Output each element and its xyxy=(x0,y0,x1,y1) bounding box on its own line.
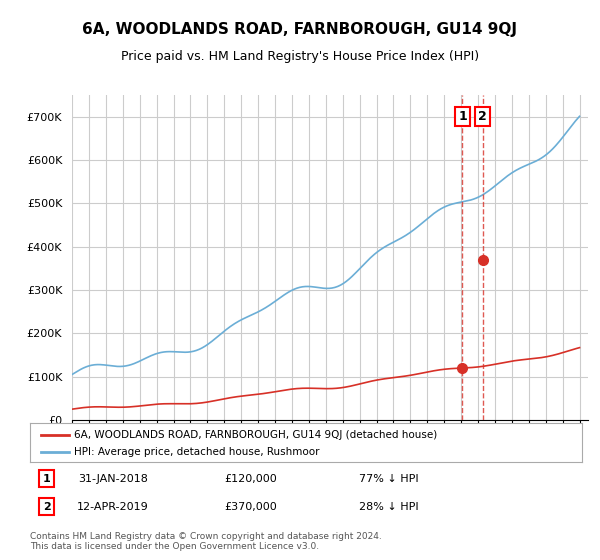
Text: 6A, WOODLANDS ROAD, FARNBOROUGH, GU14 9QJ (detached house): 6A, WOODLANDS ROAD, FARNBOROUGH, GU14 9Q… xyxy=(74,430,437,440)
Text: 77% ↓ HPI: 77% ↓ HPI xyxy=(359,474,419,484)
Text: Price paid vs. HM Land Registry's House Price Index (HPI): Price paid vs. HM Land Registry's House … xyxy=(121,50,479,63)
Text: 6A, WOODLANDS ROAD, FARNBOROUGH, GU14 9QJ: 6A, WOODLANDS ROAD, FARNBOROUGH, GU14 9Q… xyxy=(83,22,517,38)
Text: 1: 1 xyxy=(43,474,50,484)
Text: 31-JAN-2018: 31-JAN-2018 xyxy=(78,474,148,484)
Text: 1: 1 xyxy=(458,110,467,123)
Text: 2: 2 xyxy=(478,110,487,123)
Text: £370,000: £370,000 xyxy=(224,502,277,512)
Text: £120,000: £120,000 xyxy=(224,474,277,484)
Text: Contains HM Land Registry data © Crown copyright and database right 2024.
This d: Contains HM Land Registry data © Crown c… xyxy=(30,532,382,552)
Text: 12-APR-2019: 12-APR-2019 xyxy=(77,502,149,512)
Text: HPI: Average price, detached house, Rushmoor: HPI: Average price, detached house, Rush… xyxy=(74,447,320,457)
Text: 2: 2 xyxy=(43,502,50,512)
Text: 28% ↓ HPI: 28% ↓ HPI xyxy=(359,502,419,512)
